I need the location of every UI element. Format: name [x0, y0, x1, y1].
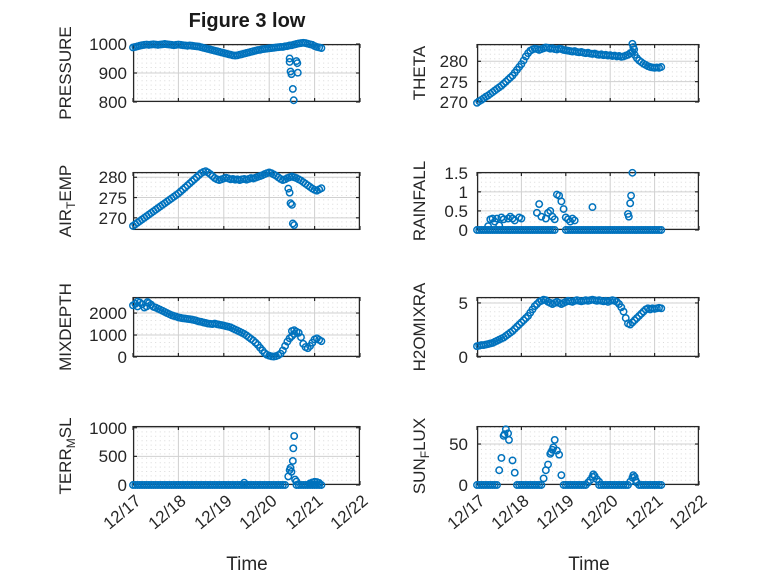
- plot-area-mixdepth: [129, 296, 361, 361]
- scatter-series: [473, 425, 666, 489]
- scatter-series: [129, 432, 326, 489]
- axis-ticks: [132, 172, 361, 230]
- y-tick-label: 0: [458, 476, 468, 495]
- major-grid: [133, 44, 360, 102]
- plot-area-h2omixra: [473, 295, 700, 358]
- minor-grid: [480, 173, 696, 229]
- page-title: Figure 3 low: [188, 10, 306, 32]
- scatter-series: [473, 39, 666, 107]
- y-tick-label: 0.5: [444, 201, 468, 221]
- major-grid: [477, 426, 699, 485]
- y-tick-label: 270: [439, 93, 468, 112]
- plot-box: [476, 425, 700, 486]
- minor-grid: [480, 45, 696, 101]
- plot-area-rainfall: [473, 168, 700, 234]
- subplot-sun-flux: [473, 425, 700, 489]
- plot-area-theta: [473, 39, 700, 107]
- x-axis-label-right: Time: [568, 554, 610, 575]
- y-tick-label: 1.5: [444, 163, 468, 183]
- subplot-theta: [473, 39, 700, 107]
- y-tick-label: 275: [439, 72, 468, 92]
- minor-grid: [137, 298, 356, 356]
- y-tick-label: 50: [449, 435, 468, 455]
- y-tick-label: 1000: [89, 35, 127, 54]
- y-tick-label: 275: [98, 188, 127, 208]
- subplot-air-temp: [129, 167, 361, 231]
- plot-box: [476, 296, 700, 358]
- subplot-terr-msl: [129, 425, 361, 489]
- y-tick-label: 1000: [89, 418, 127, 438]
- plot-box: [476, 43, 700, 103]
- y-tick-label: 0: [117, 476, 127, 495]
- y-tick-label: 900: [98, 64, 127, 83]
- axis-ticks: [476, 297, 700, 358]
- y-tick-label: 500: [98, 447, 127, 467]
- y-tick-label: 280: [98, 168, 127, 188]
- y-tick-label: 270: [98, 208, 127, 228]
- plot-area-air_temp: [129, 167, 361, 231]
- y-tick-label: 1000: [89, 326, 127, 346]
- y-tick-label: 800: [98, 93, 127, 112]
- scatter-series: [473, 295, 666, 351]
- plot-area-pressure: [129, 38, 361, 105]
- plot-box: [132, 296, 361, 358]
- scatter-series: [129, 297, 326, 361]
- y-tick-label: 0: [458, 348, 468, 367]
- scatter-series: [129, 167, 326, 230]
- subplot-h2omixra: [473, 295, 700, 358]
- y-tick-label: 2000: [89, 304, 127, 324]
- scatter-series: [129, 38, 326, 105]
- subplot-pressure: [129, 38, 361, 105]
- y-tick-label: 5: [458, 293, 468, 313]
- plot-box: [476, 171, 700, 231]
- scatter-series: [473, 168, 666, 234]
- subplot-mixdepth: [129, 296, 361, 361]
- y-tick-label: 1: [458, 182, 468, 202]
- plot-area-terr_msl: [129, 425, 361, 489]
- y-tick-label: 0: [458, 221, 468, 240]
- plot-area-sun_flux: [473, 425, 700, 489]
- axis-ticks: [132, 297, 361, 358]
- x-axis-label-left: Time: [226, 554, 268, 575]
- plot-box: [132, 171, 361, 231]
- subplot-rainfall: [473, 168, 700, 234]
- y-tick-label: 0: [117, 348, 127, 367]
- major-grid: [133, 297, 360, 357]
- y-tick-label: 280: [439, 52, 468, 72]
- major-grid: [133, 426, 360, 485]
- minor-grid: [137, 427, 356, 484]
- major-grid: [477, 297, 699, 357]
